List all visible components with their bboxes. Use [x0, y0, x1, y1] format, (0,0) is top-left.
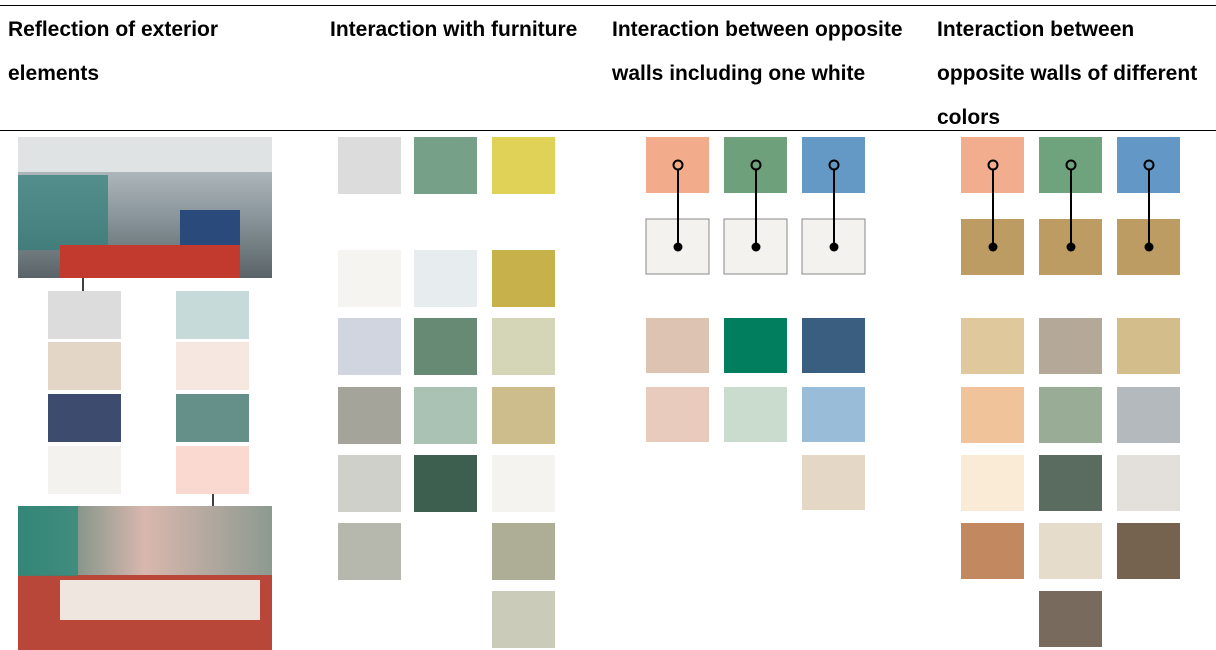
color-swatch — [492, 387, 555, 444]
color-swatch — [414, 250, 477, 307]
color-swatch — [338, 455, 401, 512]
color-swatch — [1117, 318, 1180, 374]
column-header: Interaction between opposite walls of di… — [937, 18, 1198, 129]
color-swatch — [48, 446, 121, 494]
color-swatch — [338, 250, 401, 307]
connector-end — [987, 159, 999, 171]
photo-tables — [60, 580, 260, 620]
color-swatch — [961, 318, 1024, 374]
color-swatch — [802, 455, 865, 510]
connector-end — [829, 242, 839, 252]
column-header: Interaction with furniture — [330, 18, 578, 41]
color-swatch — [414, 318, 477, 375]
top-rule — [0, 5, 1216, 6]
color-swatch — [338, 137, 401, 194]
color-swatch — [961, 523, 1024, 579]
color-swatch — [1117, 523, 1180, 579]
color-swatch — [1117, 387, 1180, 443]
color-swatch — [176, 394, 249, 442]
color-swatch — [724, 387, 787, 442]
color-swatch — [176, 446, 249, 494]
color-swatch — [414, 137, 477, 194]
color-swatch — [492, 250, 555, 307]
color-swatch — [802, 387, 865, 442]
connector-end — [1144, 242, 1154, 252]
photo-chairs — [60, 245, 240, 278]
color-swatch — [646, 318, 709, 373]
color-swatch — [48, 342, 121, 390]
color-swatch — [646, 387, 709, 442]
color-swatch — [414, 387, 477, 444]
color-swatch — [961, 387, 1024, 443]
column-header: Interaction between opposite walls inclu… — [612, 18, 903, 85]
color-swatch — [492, 137, 555, 194]
color-swatch — [48, 291, 121, 339]
color-swatch — [492, 591, 555, 648]
color-swatch — [1039, 523, 1102, 579]
color-swatch — [1039, 455, 1102, 511]
color-swatch — [1039, 591, 1102, 647]
color-swatch — [492, 455, 555, 512]
connector-end — [1066, 242, 1076, 252]
color-swatch — [492, 318, 555, 375]
color-swatch — [338, 523, 401, 580]
color-swatch — [48, 394, 121, 442]
color-swatch — [802, 318, 865, 373]
color-swatch — [1117, 455, 1180, 511]
column-header: Reflection of exterior elements — [8, 18, 219, 85]
color-swatch — [1039, 387, 1102, 443]
connector-end — [750, 159, 762, 171]
connector-end — [673, 242, 683, 252]
color-swatch — [338, 387, 401, 444]
color-swatch — [414, 455, 477, 512]
color-swatch — [338, 318, 401, 375]
color-swatch — [176, 342, 249, 390]
photo-window — [18, 175, 108, 250]
connector-end — [672, 159, 684, 171]
color-swatch — [724, 318, 787, 373]
photo-window — [18, 506, 78, 576]
connector-end — [1065, 159, 1077, 171]
color-swatch — [492, 523, 555, 580]
connector-end — [988, 242, 998, 252]
color-swatch — [176, 291, 249, 339]
connector-end — [1143, 159, 1155, 171]
connector-end — [751, 242, 761, 252]
color-swatch — [1039, 318, 1102, 374]
connector-end — [828, 159, 840, 171]
color-swatch — [961, 455, 1024, 511]
photo-ceiling — [18, 137, 272, 172]
header-rule — [0, 130, 1216, 131]
